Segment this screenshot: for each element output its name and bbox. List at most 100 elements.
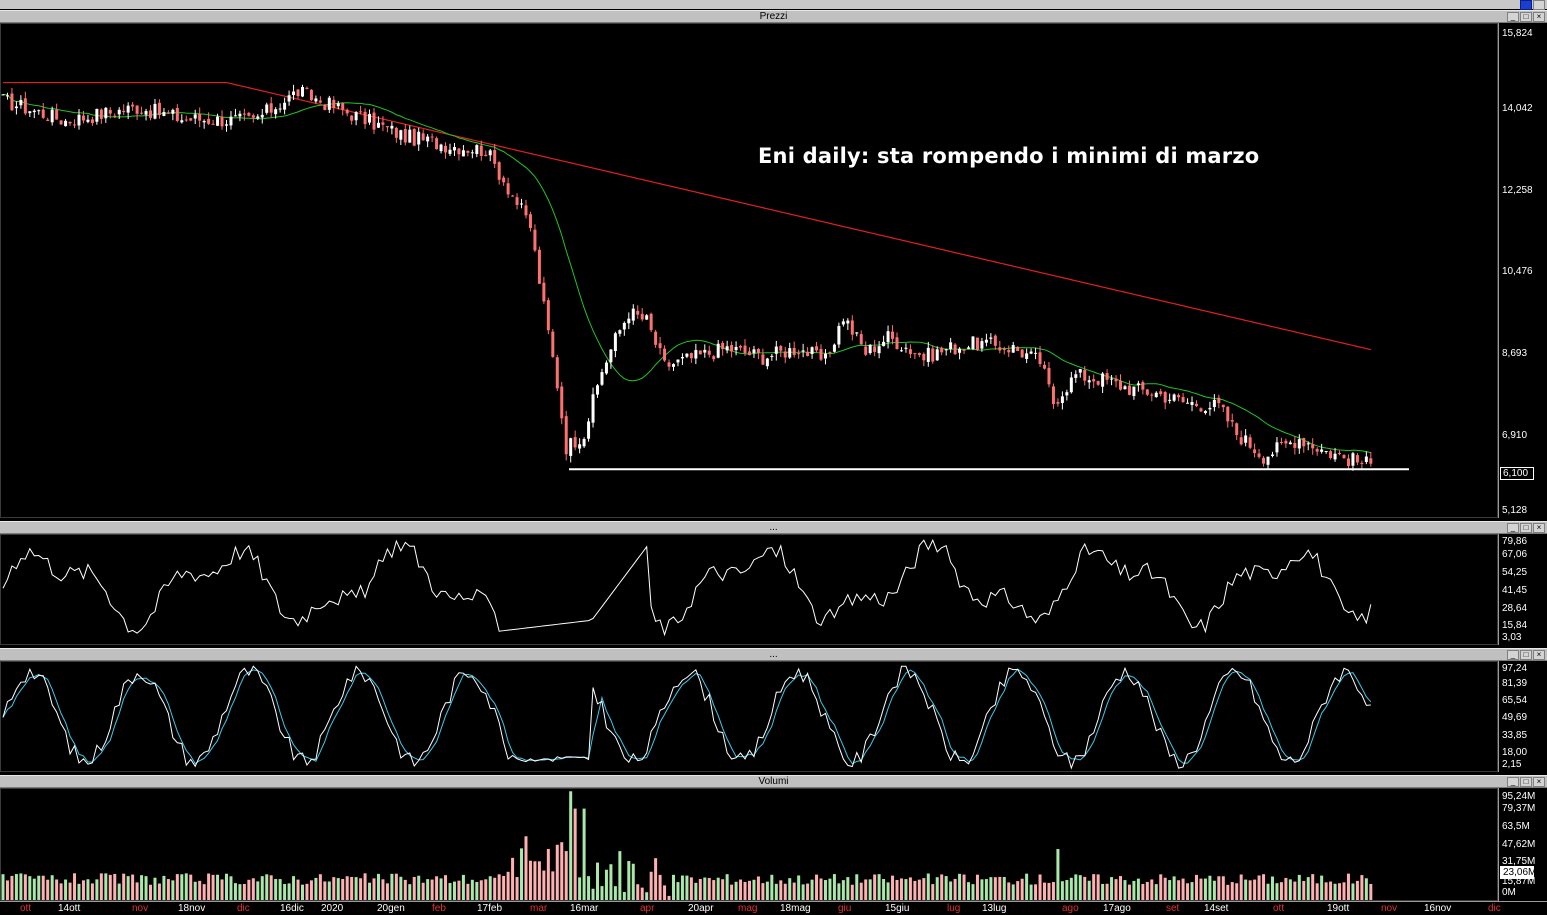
volume-bar bbox=[269, 875, 273, 900]
price-close-button[interactable]: × bbox=[1533, 12, 1545, 22]
candle bbox=[832, 343, 836, 353]
volume-bar bbox=[841, 880, 845, 900]
volume-maximize-button[interactable]: □ bbox=[1520, 777, 1532, 787]
rsi-line bbox=[2, 538, 1372, 637]
candle bbox=[1203, 410, 1207, 415]
volume-bar bbox=[1288, 879, 1292, 900]
volume-bar bbox=[1132, 880, 1136, 900]
volume-bar bbox=[622, 891, 626, 900]
volume-bar bbox=[649, 871, 653, 900]
osc2-chart-panel[interactable] bbox=[0, 661, 1498, 772]
candle bbox=[1306, 441, 1310, 451]
candle bbox=[287, 90, 291, 106]
volume-bar bbox=[1163, 877, 1167, 900]
candle bbox=[819, 344, 823, 362]
volume-bar bbox=[953, 878, 957, 900]
candle bbox=[171, 108, 175, 121]
osc2-pane-titlebar[interactable]: ... _ □ × bbox=[0, 648, 1547, 661]
volume-bar bbox=[587, 876, 591, 900]
volume-bar bbox=[1011, 884, 1015, 900]
volume-minimize-button[interactable]: _ bbox=[1507, 777, 1519, 787]
date-axis-label: ago bbox=[1062, 903, 1079, 914]
volume-bar bbox=[1016, 881, 1020, 900]
volume-bar bbox=[712, 880, 716, 900]
osc1-axis[interactable]: 79,86 67,06 54,25 41,45 28,64 15,84 3,03 bbox=[1498, 534, 1547, 645]
date-axis-label: 13lug bbox=[982, 903, 1007, 914]
candle bbox=[940, 346, 944, 356]
candle bbox=[654, 329, 658, 348]
volume-chart-panel[interactable] bbox=[0, 788, 1498, 901]
volume-bar bbox=[1203, 878, 1207, 900]
candle bbox=[591, 387, 595, 428]
candle bbox=[797, 349, 801, 359]
date-axis-label: 16mar bbox=[570, 903, 599, 914]
candle bbox=[1311, 438, 1315, 455]
volume-bar bbox=[296, 879, 300, 900]
osc2-maximize-button[interactable]: □ bbox=[1520, 650, 1532, 660]
volume-bar bbox=[314, 877, 318, 900]
osc2-minimize-button[interactable]: _ bbox=[1507, 650, 1519, 660]
candle bbox=[131, 102, 135, 111]
app-minimize-button[interactable] bbox=[1520, 0, 1532, 10]
candle bbox=[1221, 404, 1225, 413]
osc1-pane-titlebar[interactable]: ... _ □ × bbox=[0, 521, 1547, 534]
candle bbox=[149, 104, 153, 121]
candle bbox=[314, 95, 318, 104]
osc2-axis[interactable]: 97,24 81,39 65,54 49,69 33,85 18,00 2,15 bbox=[1498, 661, 1547, 772]
volume-bar bbox=[23, 874, 27, 900]
osc1-close-button[interactable]: × bbox=[1533, 523, 1545, 533]
candle bbox=[64, 118, 68, 127]
volume-bar bbox=[300, 884, 304, 900]
candle bbox=[461, 145, 465, 157]
osc1-minimize-button[interactable]: _ bbox=[1507, 523, 1519, 533]
date-axis[interactable]: ott 14ott nov 18nov dic 16dic 2020 20gen feb 17fe… bbox=[0, 901, 1547, 915]
candle bbox=[891, 325, 895, 345]
candle bbox=[949, 337, 953, 353]
candle bbox=[466, 150, 470, 157]
candle bbox=[1016, 346, 1020, 352]
volume-bar bbox=[484, 879, 488, 900]
volume-bar bbox=[1074, 874, 1078, 900]
osc2-close-button[interactable]: × bbox=[1533, 650, 1545, 660]
volume-bar bbox=[1212, 880, 1216, 900]
candle bbox=[180, 114, 184, 124]
candle bbox=[739, 344, 743, 351]
volume-bar bbox=[1002, 877, 1006, 900]
price-pane-titlebar[interactable]: Prezzi _ □ × bbox=[0, 10, 1547, 23]
candle bbox=[1172, 393, 1176, 402]
price-chart-panel[interactable] bbox=[0, 23, 1498, 518]
candle bbox=[1065, 389, 1069, 401]
volume-close-button[interactable]: × bbox=[1533, 777, 1545, 787]
candle bbox=[1127, 380, 1131, 396]
candle bbox=[399, 129, 403, 146]
volume-bar bbox=[636, 884, 640, 900]
volume-bar bbox=[806, 883, 810, 900]
candle bbox=[1123, 384, 1127, 390]
volume-bar bbox=[855, 874, 859, 900]
price-axis[interactable]: 15,824 14,042 12,258 10,476 8,693 6,910 … bbox=[1498, 23, 1547, 518]
osc1-maximize-button[interactable]: □ bbox=[1520, 523, 1532, 533]
candle bbox=[993, 334, 997, 350]
candle bbox=[1029, 348, 1033, 355]
volume-axis[interactable]: 95,24M 79,37M 63,5M 47,62M 31,75M 23,06M… bbox=[1498, 788, 1547, 901]
candle bbox=[1320, 443, 1324, 454]
price-maximize-button[interactable]: □ bbox=[1520, 12, 1532, 22]
candle bbox=[14, 101, 18, 115]
osc1-chart-panel[interactable] bbox=[0, 534, 1498, 645]
volume-pane-titlebar[interactable]: Volumi _ □ × bbox=[0, 775, 1547, 788]
candle bbox=[578, 438, 582, 454]
app-restore-button[interactable] bbox=[1533, 0, 1545, 10]
candle bbox=[663, 345, 667, 362]
price-minimize-button[interactable]: _ bbox=[1507, 12, 1519, 22]
candle bbox=[1244, 429, 1248, 447]
volume-bar bbox=[1092, 874, 1096, 900]
volume-bar bbox=[220, 879, 224, 900]
candle bbox=[32, 108, 36, 119]
volume-bar bbox=[381, 879, 385, 900]
candle bbox=[756, 348, 760, 360]
date-axis-label: lug bbox=[947, 903, 961, 914]
candle bbox=[1315, 447, 1319, 456]
volume-bar bbox=[1007, 882, 1011, 900]
date-axis-label: giu bbox=[838, 903, 852, 914]
candle bbox=[1, 94, 5, 96]
